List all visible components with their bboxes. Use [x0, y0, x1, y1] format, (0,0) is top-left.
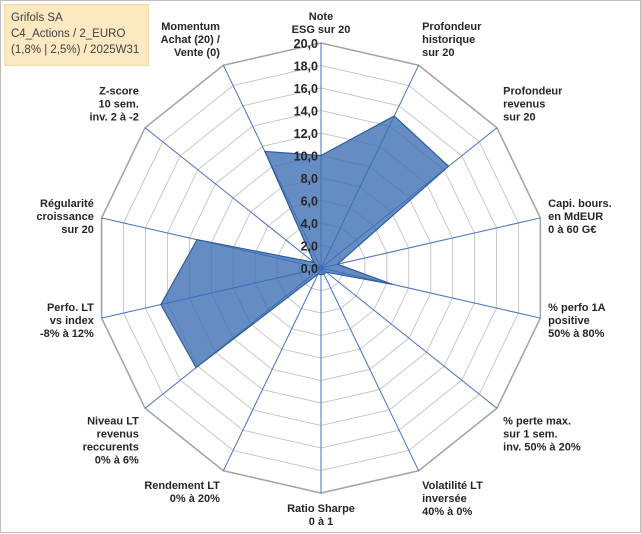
tick-label: 14,0	[294, 105, 318, 119]
tick-label: 2,0	[301, 240, 318, 254]
tick-label: 20,0	[294, 37, 318, 51]
tick-label: 10,0	[294, 150, 318, 164]
tick-label: 8,0	[301, 172, 318, 186]
tick-label: 18,0	[294, 60, 318, 74]
tick-label: 4,0	[301, 217, 318, 231]
tick-label: 16,0	[294, 82, 318, 96]
axis-label: % perte max.sur 1 sem.inv. 50% à 20%	[503, 415, 581, 453]
tick-label: 0,0	[301, 262, 318, 276]
tick-label: 6,0	[301, 195, 318, 209]
axis-spoke	[321, 268, 497, 408]
tick-label: 12,0	[294, 127, 318, 141]
